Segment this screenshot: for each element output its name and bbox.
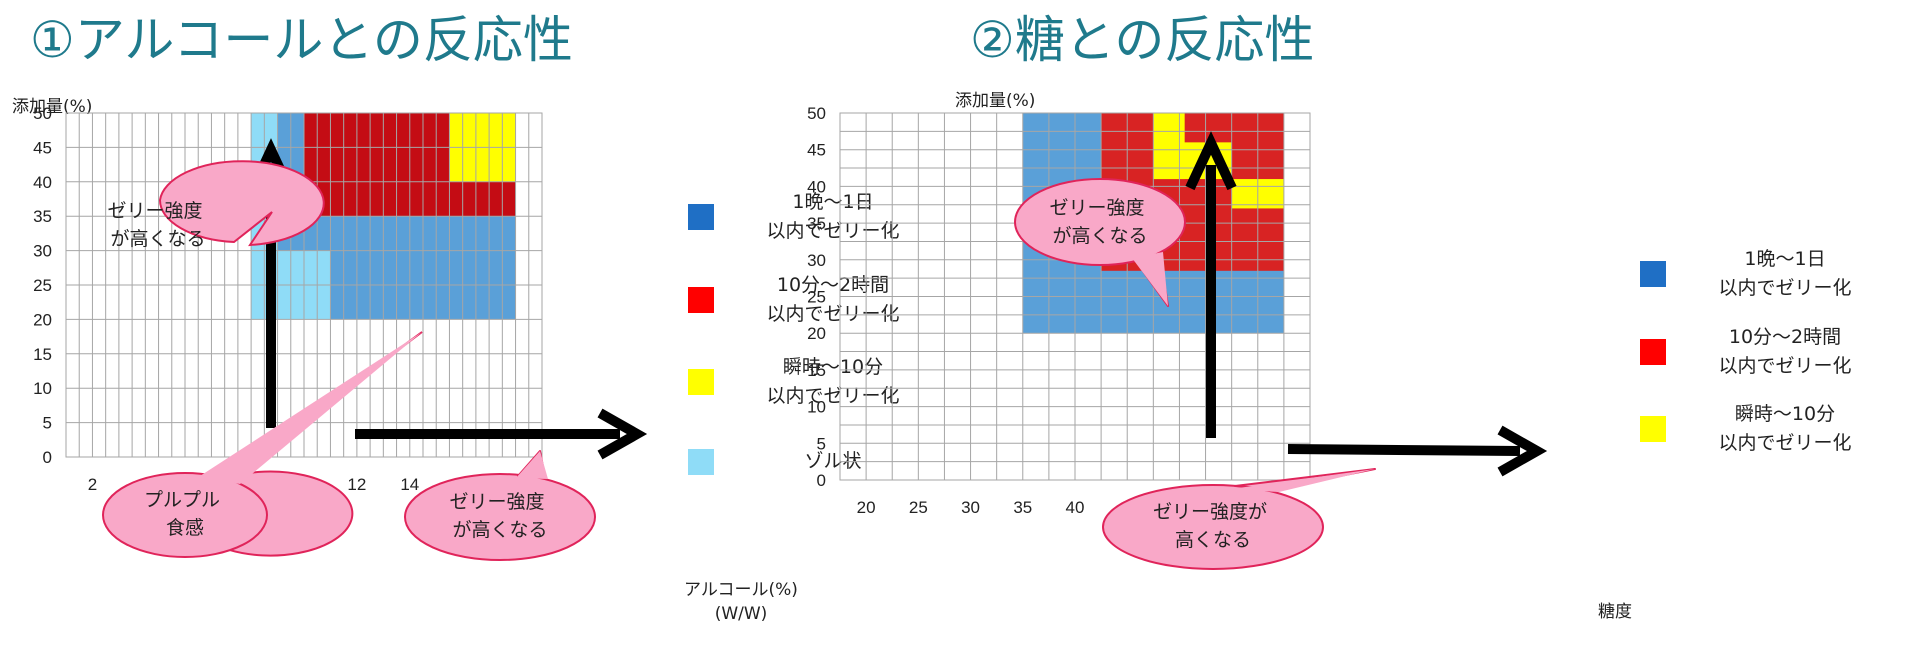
chart1-callout-line: が高くなる [452, 519, 547, 541]
y-tick-label: 45 [33, 138, 52, 157]
chart1-grid [65, 112, 543, 458]
legend-label: 1晩～1日 以内でゼリー化 [766, 191, 900, 242]
y-tick-label: 5 [43, 414, 52, 433]
legend-label: ゾル状 [804, 450, 862, 472]
chart2-y-ticks: 0 5 10 15 20 25 30 35 40 45 50 [807, 104, 826, 490]
chart2-callout-strength-up: ゼリー強度 が高くなる [1014, 178, 1186, 307]
svg-text:ゼリー強度 が高くなる: ゼリー強度 が高くなる [1049, 197, 1150, 247]
x-tick-label: 35 [1013, 498, 1032, 517]
legend-label: 瞬時～10分 以内でゼリー化 [1718, 403, 1852, 454]
y-tick-label: 40 [807, 177, 826, 196]
legend-swatch [688, 204, 714, 230]
chart2-x-axis-label: 糖度 [1598, 602, 1632, 622]
y-tick-label: 0 [817, 471, 826, 490]
chart1-title: ①アルコールとの反応性 [30, 11, 573, 69]
legend-label: 1晩～1日 以内でゼリー化 [1718, 248, 1852, 299]
chart2-y-axis-label: 添加量(%) [955, 91, 1036, 111]
chart2-callout-line: 高くなる [1175, 529, 1251, 551]
chart1-x-axis-unit: (W/W) [714, 604, 768, 624]
chart2-legend-item: 10分～2時間 以内でゼリー化 [1640, 323, 1880, 383]
chart2-title: ②糖との反応性 [970, 11, 1315, 69]
y-tick-label: 25 [807, 288, 826, 307]
x-tick-label: 30 [961, 498, 980, 517]
y-tick-label: 35 [807, 214, 826, 233]
chart1-callout-texture: プルプル 食感 [102, 331, 423, 558]
legend-swatch [688, 369, 714, 395]
chart1-y-ticks: 0 5 10 15 20 25 30 35 40 45 50 [33, 104, 52, 467]
legend-swatch [1640, 261, 1666, 287]
chart1-callout-strength-right: ゼリー強度 が高くなる [404, 450, 596, 561]
chart1-x-axis-title: アルコール(%) [684, 580, 798, 600]
plot-frame [839, 112, 1311, 481]
chart2-callout-line: が高くなる [1052, 225, 1147, 247]
chart2-plot: 202530354045505560 05101520253035404550 … [807, 104, 1548, 570]
y-tick-label: 20 [807, 324, 826, 343]
chart1-callout-line: 食感 [166, 517, 204, 539]
x-tick-label: 2 [88, 475, 97, 494]
chart2-callout-line: ゼリー強度 [1049, 197, 1144, 219]
y-tick-label: 5 [817, 434, 826, 453]
y-tick-label: 50 [33, 104, 52, 123]
chart1-callout-strength-up: ゼリー強度 が高くなる [107, 160, 325, 250]
x-tick-label: 12 [347, 475, 366, 494]
x-tick-label: 20 [857, 498, 876, 517]
chart1-callout-line: プルプル [144, 489, 220, 511]
y-tick-label: 40 [33, 173, 52, 192]
chart1-legend-item: ゾル状 [688, 433, 928, 493]
y-tick-label: 10 [807, 398, 826, 417]
chart1-right-arrow [355, 408, 648, 460]
chart1-callout-line: が高くなる [110, 228, 205, 250]
chart1-y-axis-label: 添加量(%) [12, 97, 93, 117]
chart2-legend-item: 1晩～1日 以内でゼリー化 [1640, 245, 1880, 305]
chart1-callout-line: ゼリー強度 [449, 491, 544, 513]
legend-label: 瞬時～10分 以内でゼリー化 [766, 356, 900, 407]
svg-text:ゼリー強度 が高くなる: ゼリー強度 が高くなる [107, 200, 208, 250]
chart2-callout-strength-right: ゼリー強度が 高くなる [1102, 468, 1376, 570]
y-tick-label: 25 [33, 276, 52, 295]
svg-text:プルプル 食感: プルプル 食感 [144, 489, 226, 539]
chart2-callout-line: ゼリー強度が [1153, 501, 1267, 523]
y-tick-label: 35 [33, 207, 52, 226]
y-tick-label: 20 [33, 310, 52, 329]
legend-swatch [688, 449, 714, 475]
y-tick-label: 0 [43, 448, 52, 467]
x-tick-label: 25 [909, 498, 928, 517]
legend-swatch [1640, 339, 1666, 365]
y-tick-label: 45 [807, 141, 826, 160]
x-tick-label: 14 [400, 475, 419, 494]
y-tick-label: 30 [807, 251, 826, 270]
y-tick-label: 30 [33, 242, 52, 261]
svg-text:ゼリー強度が 高くなる: ゼリー強度が 高くなる [1153, 501, 1273, 551]
legend-swatch [688, 287, 714, 313]
chart2-legend-item: 瞬時～10分 以内でゼリー化 [1640, 400, 1880, 460]
chart1-callout-line: ゼリー強度 [107, 200, 202, 222]
legend-label: 10分～2時間 以内でゼリー化 [1718, 326, 1852, 377]
y-tick-label: 50 [807, 104, 826, 123]
plot-frame [65, 112, 543, 458]
legend-swatch [1640, 416, 1666, 442]
y-tick-label: 15 [807, 361, 826, 380]
chart2-up-arrow [1185, 131, 1237, 438]
svg-text:ゼリー強度 が高くなる: ゼリー強度 が高くなる [449, 491, 550, 541]
x-tick-label: 40 [1066, 498, 1085, 517]
y-tick-label: 15 [33, 345, 52, 364]
legend-label: 10分～2時間 以内でゼリー化 [766, 274, 900, 325]
chart2-grid [839, 112, 1311, 481]
chart1-x-axis-label: アルコール(%) (W/W) [676, 578, 806, 626]
chart2-right-arrow [1287, 425, 1548, 477]
y-tick-label: 10 [33, 379, 52, 398]
